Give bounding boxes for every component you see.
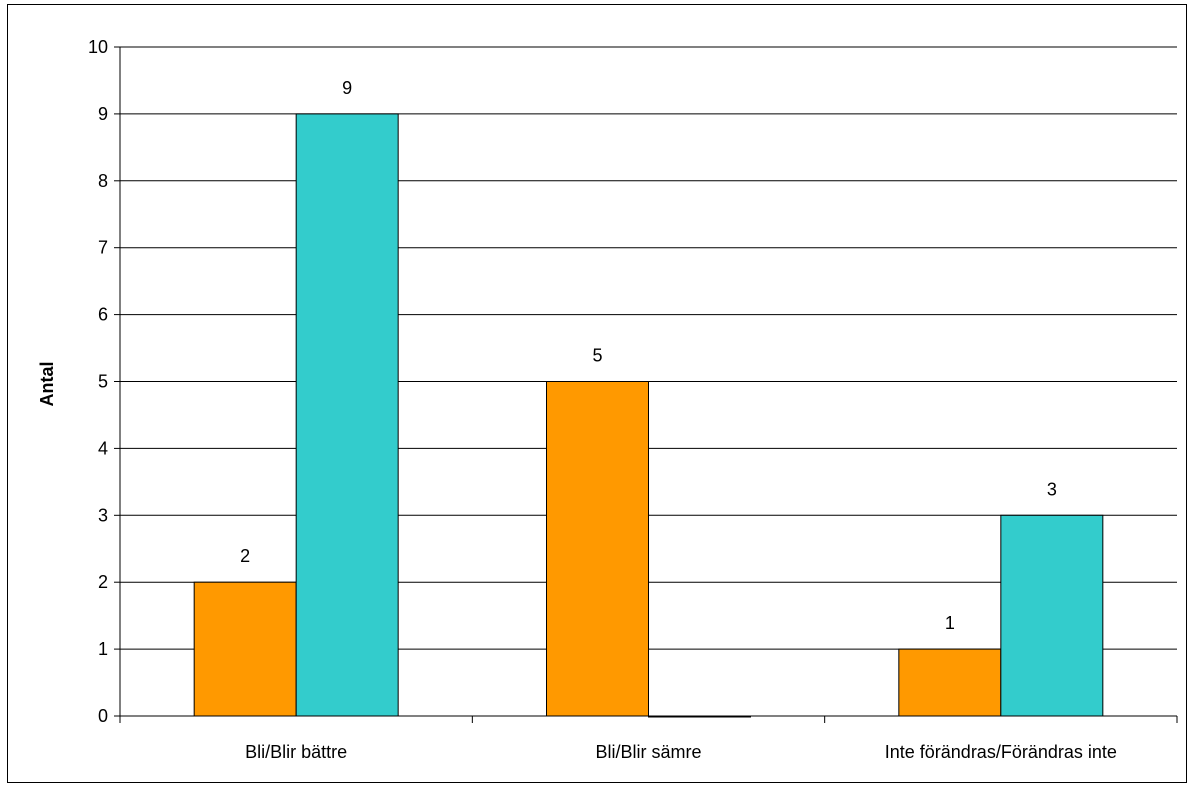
bar-s2-c3 <box>1000 514 1104 717</box>
bar-s1-c3 <box>898 648 1002 717</box>
x-category-label: Bli/Blir sämre <box>595 742 701 762</box>
labels: 0 1 2 3 4 5 6 7 8 9 10 2 9 Bli/Blir bättre 5 Bli/Blir s… <box>88 37 1117 762</box>
y-tick-label: 4 <box>98 438 108 458</box>
bar-s1-c2 <box>546 381 649 717</box>
y-tick-label: 3 <box>98 505 108 525</box>
bar-s1-c1 <box>193 581 297 717</box>
y-tick-label: 8 <box>98 171 108 191</box>
axes <box>114 46 1178 723</box>
data-label: 9 <box>342 78 352 98</box>
x-category-label: Inte förändras/Förändras inte <box>885 742 1117 762</box>
x-category-label: Bli/Blir bättre <box>245 742 347 762</box>
bar-s2-c1 <box>295 113 399 717</box>
y-tick-label: 7 <box>98 238 108 258</box>
y-tick-label: 1 <box>98 639 108 659</box>
bars <box>193 113 1104 718</box>
y-tick-label: 0 <box>98 706 108 726</box>
y-axis-label: Antal <box>37 362 57 407</box>
data-label: 1 <box>945 613 955 633</box>
y-tick-label: 6 <box>98 305 108 325</box>
y-tick-label: 9 <box>98 104 108 124</box>
y-tick-label: 10 <box>88 37 108 57</box>
data-label: 5 <box>592 346 602 366</box>
data-label: 2 <box>240 546 250 566</box>
y-tick-label: 2 <box>98 572 108 592</box>
y-tick-label: 5 <box>98 372 108 392</box>
data-label: 3 <box>1047 479 1057 499</box>
